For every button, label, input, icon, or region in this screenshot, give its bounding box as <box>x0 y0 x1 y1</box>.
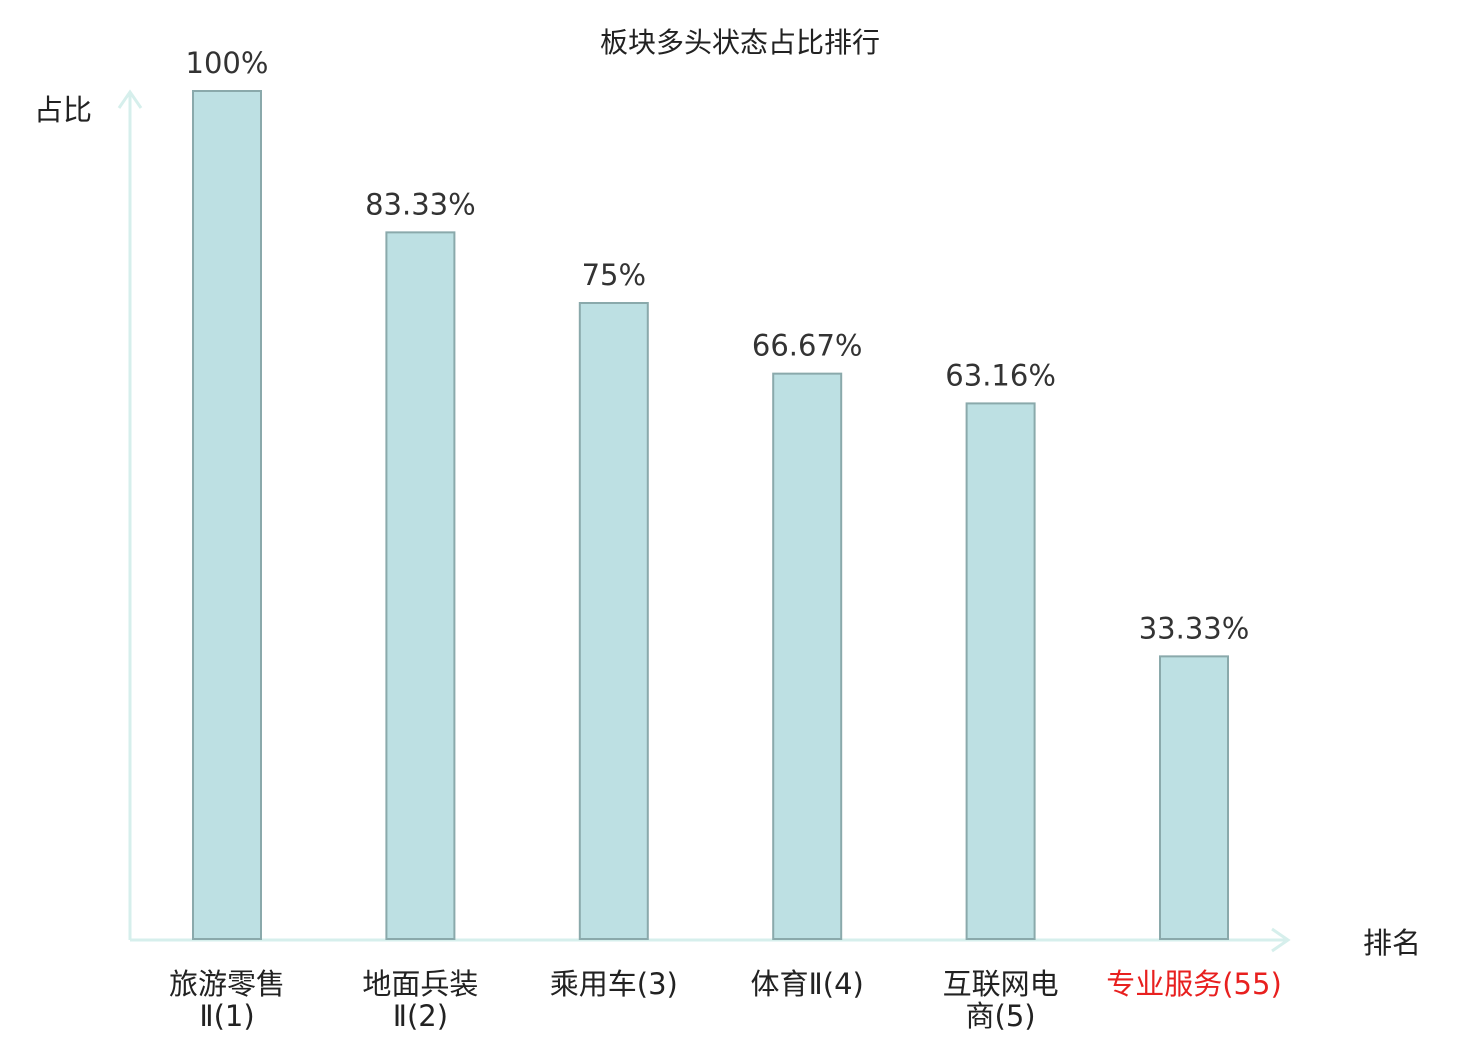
y-axis-arrow <box>117 89 143 109</box>
chart-title: 板块多头状态占比排行 <box>600 26 880 59</box>
bars <box>192 90 1229 941</box>
bar <box>192 90 262 940</box>
category-label: 专业服务(55) <box>1106 967 1282 1001</box>
category-label: Ⅱ(2) <box>393 999 448 1033</box>
bar-value-label: 33.33% <box>1139 611 1250 645</box>
bar <box>1159 655 1229 940</box>
bar <box>578 302 649 940</box>
bar-value-label: 63.16% <box>945 358 1056 392</box>
bar-value-label: 100% <box>186 46 269 80</box>
value-labels: 100% 83.33% 75% 66.67% 63.16% 33.33% <box>186 46 1250 645</box>
category-label: 体育Ⅱ(4) <box>751 967 864 1001</box>
category-label: 乘用车(3) <box>550 967 678 1001</box>
bar-value-label: 75% <box>582 258 646 292</box>
x-axis-arrow <box>1271 927 1291 953</box>
category-label: 地面兵装 <box>362 967 478 1001</box>
x-axis-label: 排名 <box>1363 926 1421 960</box>
category-label: 旅游零售 <box>169 967 285 1001</box>
category-label: Ⅱ(1) <box>199 999 254 1033</box>
y-axis-label: 占比 <box>34 93 92 127</box>
category-label: 互联网电 <box>943 967 1059 1001</box>
bar-value-label: 66.67% <box>752 329 863 363</box>
bar-value-label: 83.33% <box>365 187 476 221</box>
axes <box>117 89 1291 953</box>
bar <box>965 402 1036 940</box>
bar <box>772 372 843 940</box>
bar <box>385 231 456 941</box>
category-label: 商(5) <box>966 999 1036 1033</box>
